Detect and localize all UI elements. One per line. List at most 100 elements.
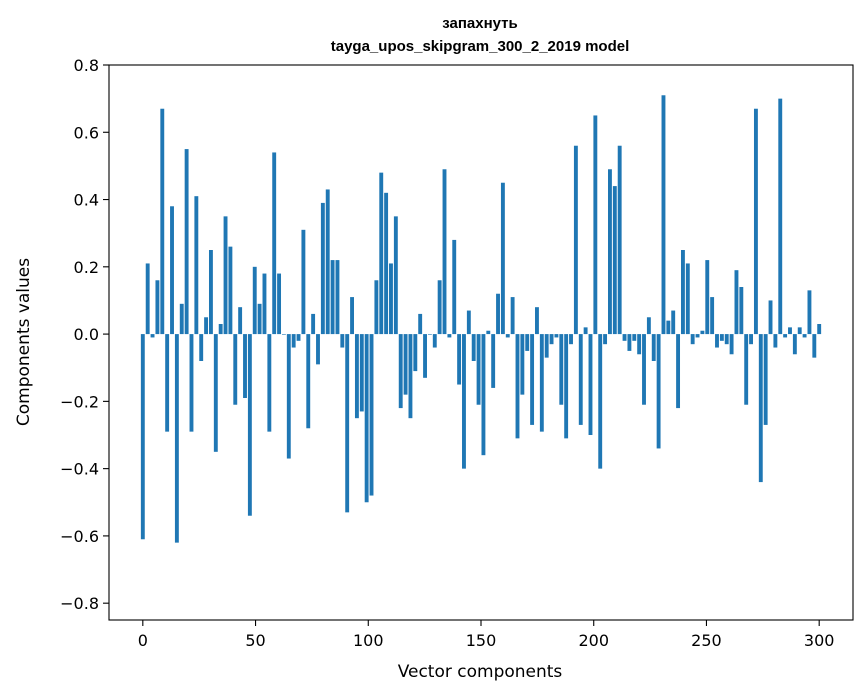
chart-subtitle: tayga_upos_skipgram_300_2_2019 model xyxy=(331,38,630,55)
bar-64 xyxy=(452,239,457,335)
bar-91 xyxy=(583,327,588,335)
bar-11 xyxy=(194,196,199,335)
y-tick-label-1: −0.6 xyxy=(60,527,99,546)
bar-0 xyxy=(140,334,145,540)
x-axis-label: Vector components xyxy=(398,662,563,682)
bar-53 xyxy=(398,334,403,409)
bar-18 xyxy=(228,246,233,335)
bar-89 xyxy=(573,145,578,335)
bar-44 xyxy=(354,334,359,419)
x-tick-label-50: 50 xyxy=(245,631,265,650)
bar-136 xyxy=(802,334,807,338)
bar-45 xyxy=(359,334,364,412)
bar-70 xyxy=(481,334,486,456)
bar-24 xyxy=(257,303,262,335)
bar-99 xyxy=(622,334,627,341)
bar-36 xyxy=(316,334,320,365)
bar-112 xyxy=(685,263,690,335)
bar-102 xyxy=(637,334,642,355)
bar-34 xyxy=(306,334,311,429)
bar-54 xyxy=(403,334,408,395)
y-axis-label: Components values xyxy=(14,258,34,426)
bar-101 xyxy=(632,334,637,341)
bar-138 xyxy=(812,334,817,358)
bar-118 xyxy=(715,334,719,348)
bar-39 xyxy=(330,260,335,335)
bar-41 xyxy=(340,334,345,348)
y-tick-label-8: 0.8 xyxy=(74,56,99,75)
bar-119 xyxy=(719,334,724,341)
bar-96 xyxy=(608,169,612,335)
bar-10 xyxy=(189,334,194,432)
bar-51 xyxy=(389,263,393,335)
bar-103 xyxy=(642,334,646,405)
x-tick-label-250: 250 xyxy=(691,631,722,650)
bar-73 xyxy=(496,293,500,335)
y-tick-label-3: −0.2 xyxy=(60,392,99,411)
bar-35 xyxy=(311,313,316,335)
bar-7 xyxy=(174,334,179,543)
bar-104 xyxy=(646,317,651,335)
bar-17 xyxy=(223,216,228,335)
bar-83 xyxy=(544,334,549,358)
bar-25 xyxy=(262,273,267,335)
bar-42 xyxy=(345,334,350,513)
bar-69 xyxy=(476,334,481,405)
bar-121 xyxy=(729,334,734,355)
bar-46 xyxy=(364,334,369,503)
bar-100 xyxy=(627,334,632,351)
bar-4 xyxy=(160,108,165,335)
bar-130 xyxy=(773,334,778,348)
bar-6 xyxy=(170,206,174,335)
bar-5 xyxy=(165,334,170,432)
x-tick-label-100: 100 xyxy=(353,631,384,650)
bars-group xyxy=(140,95,822,543)
y-tick-label-4: 0.0 xyxy=(74,325,99,344)
bar-132 xyxy=(783,334,788,338)
bar-56 xyxy=(413,334,418,372)
bar-27 xyxy=(272,152,277,335)
bar-122 xyxy=(734,270,739,335)
bar-52 xyxy=(393,216,398,335)
bar-129 xyxy=(768,300,773,335)
bar-87 xyxy=(564,334,569,439)
bar-12 xyxy=(199,334,204,361)
x-tick-label-200: 200 xyxy=(578,631,609,650)
bar-57 xyxy=(418,313,423,335)
bar-109 xyxy=(671,310,676,335)
bar-61 xyxy=(437,280,442,335)
bar-75 xyxy=(505,334,510,338)
x-tick-label-150: 150 xyxy=(466,631,497,650)
bar-126 xyxy=(753,108,758,335)
bar-16 xyxy=(218,324,223,335)
bar-71 xyxy=(486,330,491,335)
bar-29 xyxy=(281,334,286,335)
bar-2 xyxy=(150,334,155,338)
bar-88 xyxy=(569,334,573,345)
bar-63 xyxy=(447,334,452,338)
bar-98 xyxy=(617,145,622,335)
bar-38 xyxy=(325,189,330,335)
bar-32 xyxy=(296,334,301,341)
bar-123 xyxy=(739,287,744,335)
bar-128 xyxy=(763,334,768,425)
bar-22 xyxy=(247,334,252,516)
bar-134 xyxy=(792,334,797,355)
bar-37 xyxy=(320,202,325,335)
bar-43 xyxy=(350,297,354,335)
bar-50 xyxy=(384,192,389,335)
bar-81 xyxy=(535,307,539,335)
bar-28 xyxy=(277,273,282,335)
bar-133 xyxy=(788,327,792,335)
bar-79 xyxy=(525,334,530,351)
bar-125 xyxy=(749,334,753,345)
x-axis-ticks: 0 50 100 150 200 250 300 xyxy=(138,620,834,650)
bar-40 xyxy=(335,260,340,335)
bar-111 xyxy=(680,250,685,335)
bar-80 xyxy=(530,334,535,425)
bar-58 xyxy=(423,334,427,378)
bar-120 xyxy=(724,334,729,345)
y-axis-ticks: −0.8 −0.6 −0.4 −0.2 0.0 0.2 0.4 0.6 0.8 xyxy=(60,56,109,613)
bar-13 xyxy=(204,317,209,335)
